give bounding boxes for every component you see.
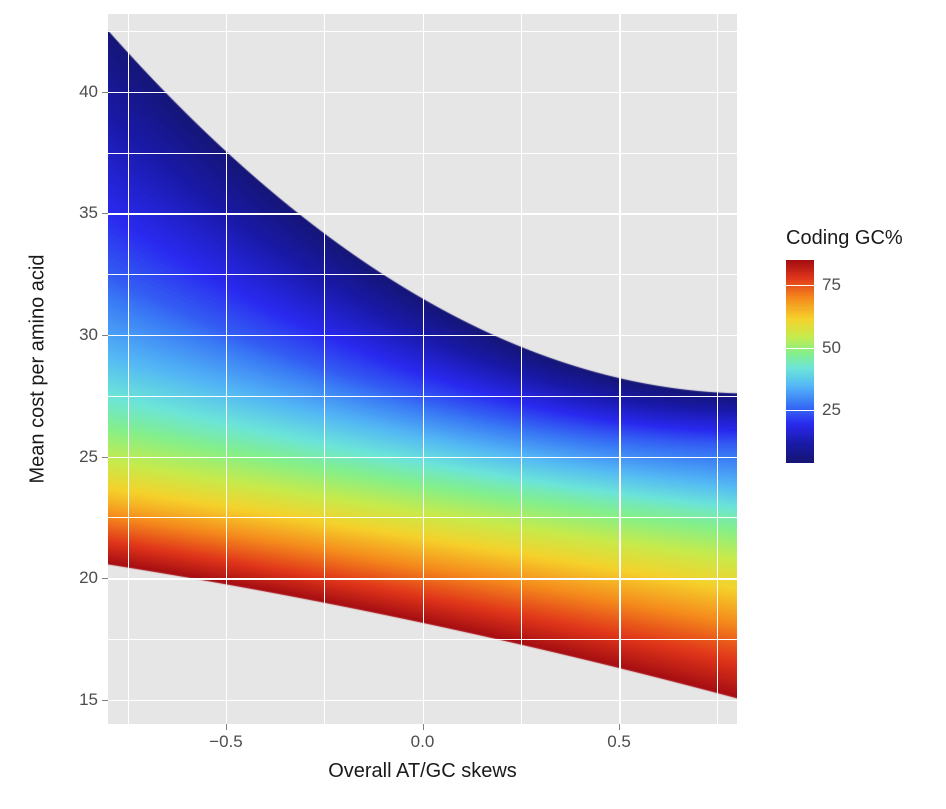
legend-tick-label: 25 (822, 400, 841, 420)
legend-title: Coding GC% (786, 227, 946, 250)
color-legend: Coding GC% 255075 (786, 227, 946, 260)
y-tick-label: 30 (79, 325, 98, 345)
y-tick-label: 35 (79, 203, 98, 223)
x-tick-label: 0.5 (607, 732, 631, 752)
y-tick-label: 20 (79, 568, 98, 588)
plot-area (108, 14, 737, 724)
x-tick-label: −0.5 (209, 732, 243, 752)
legend-tick-label: 50 (822, 338, 841, 358)
x-axis-label: Overall AT/GC skews (328, 760, 517, 783)
y-tick-label: 40 (79, 82, 98, 102)
x-tick-label: 0.0 (411, 732, 435, 752)
y-tick-label: 25 (79, 447, 98, 467)
y-tick-label: 15 (79, 690, 98, 710)
legend-tick-label: 75 (822, 275, 841, 295)
legend-ticks: 255075 (786, 260, 814, 460)
figure: −0.5 0.0 0.5 15 20 25 30 35 40 Overall AT/GC sk… (0, 0, 946, 809)
y-axis-label: Mean cost per amino acid (27, 254, 50, 483)
